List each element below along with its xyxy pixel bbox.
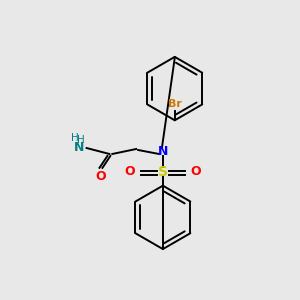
Text: H: H: [71, 133, 79, 143]
Text: S: S: [158, 165, 168, 179]
Text: O: O: [125, 165, 136, 178]
Text: O: O: [190, 165, 201, 178]
Text: N: N: [158, 146, 168, 158]
Text: O: O: [95, 170, 106, 183]
Text: N: N: [74, 140, 84, 154]
Text: H: H: [77, 135, 85, 145]
Text: Br: Br: [168, 99, 182, 110]
